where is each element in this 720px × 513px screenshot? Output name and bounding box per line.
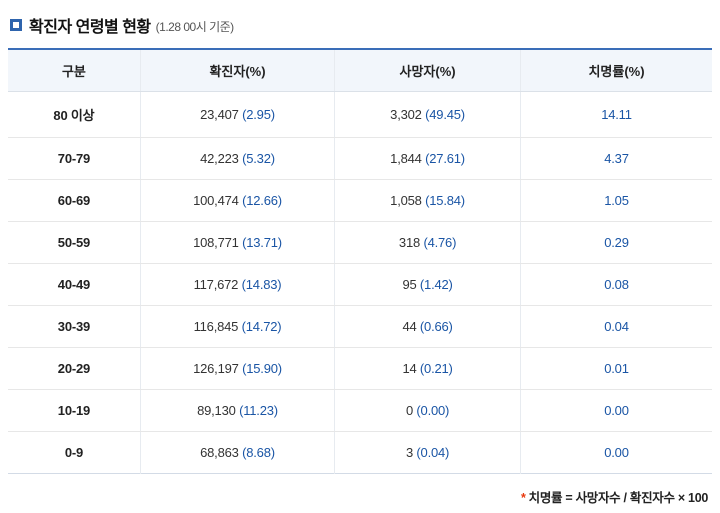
confirmed-count: 89,130 bbox=[197, 403, 236, 418]
deaths-cell: 95 (1.42) bbox=[334, 263, 521, 306]
deaths-cell: 1,844 (27.61) bbox=[334, 137, 521, 180]
confirmed-count: 68,863 bbox=[200, 445, 239, 460]
deaths-cell: 3 (0.04) bbox=[334, 431, 521, 474]
confirmed-percent: (5.32) bbox=[242, 151, 275, 166]
table-row: 80 이상 23,407 (2.95) 3,302 (49.45) 14.11 bbox=[8, 91, 712, 138]
fatality-cell: 0.00 bbox=[519, 389, 712, 432]
age-group-cell: 70-79 bbox=[8, 137, 141, 180]
deaths-percent: (27.61) bbox=[425, 151, 465, 166]
table-header-row: 구분 확진자(%) 사망자(%) 치명률(%) bbox=[8, 49, 712, 92]
deaths-count: 3 bbox=[405, 445, 413, 460]
deaths-percent: (0.21) bbox=[419, 361, 453, 376]
confirmed-count: 42,223 bbox=[200, 151, 239, 166]
fatality-cell: 0.01 bbox=[519, 347, 712, 390]
asterisk-icon: * bbox=[521, 491, 526, 505]
deaths-count: 1,844 bbox=[390, 151, 422, 166]
confirmed-percent: (2.95) bbox=[242, 107, 275, 122]
fatality-cell: 0.00 bbox=[519, 431, 712, 474]
age-group-cell: 30-39 bbox=[8, 305, 141, 348]
age-group-cell: 10-19 bbox=[8, 389, 141, 432]
deaths-percent: (49.45) bbox=[425, 107, 465, 122]
confirmed-percent: (8.68) bbox=[242, 445, 275, 460]
deaths-count: 44 bbox=[402, 319, 417, 334]
title-date-note: (1.28 00시 기준) bbox=[155, 19, 234, 34]
fatality-cell: 0.08 bbox=[519, 263, 712, 306]
fatality-cell: 14.11 bbox=[519, 91, 712, 138]
deaths-cell: 14 (0.21) bbox=[334, 347, 521, 390]
confirmed-count: 23,407 bbox=[200, 107, 239, 122]
deaths-percent: (1.42) bbox=[419, 277, 453, 292]
fatality-cell: 0.04 bbox=[519, 305, 712, 348]
deaths-percent: (0.66) bbox=[419, 319, 453, 334]
confirmed-cell: 108,771 (13.71) bbox=[139, 221, 335, 264]
deaths-percent: (15.84) bbox=[425, 193, 465, 208]
confirmed-percent: (11.23) bbox=[239, 403, 278, 418]
table-row: 40-49 117,672 (14.83) 95 (1.42) 0.08 bbox=[8, 263, 712, 306]
deaths-cell: 0 (0.00) bbox=[334, 389, 521, 432]
table-row: 30-39 116,845 (14.72) 44 (0.66) 0.04 bbox=[8, 305, 712, 348]
deaths-cell: 318 (4.76) bbox=[334, 221, 521, 264]
confirmed-cell: 23,407 (2.95) bbox=[139, 91, 335, 138]
confirmed-cell: 68,863 (8.68) bbox=[139, 431, 335, 474]
confirmed-percent: (15.90) bbox=[242, 361, 282, 376]
age-group-cell: 80 이상 bbox=[8, 91, 141, 138]
age-group-cell: 60-69 bbox=[8, 179, 141, 222]
age-group-cell: 50-59 bbox=[8, 221, 141, 264]
deaths-count: 14 bbox=[402, 361, 417, 376]
deaths-cell: 1,058 (15.84) bbox=[334, 179, 521, 222]
age-group-cell: 40-49 bbox=[8, 263, 141, 306]
table-row: 20-29 126,197 (15.90) 14 (0.21) 0.01 bbox=[8, 347, 712, 390]
header-fatality: 치명률(%) bbox=[519, 49, 712, 92]
confirmed-cell: 117,672 (14.83) bbox=[139, 263, 335, 306]
deaths-percent: (0.04) bbox=[416, 445, 450, 460]
square-bullet-icon bbox=[10, 19, 22, 31]
confirmed-count: 108,771 bbox=[193, 235, 239, 250]
table-row: 60-69 100,474 (12.66) 1,058 (15.84) 1.05 bbox=[8, 179, 712, 222]
age-group-cell: 0-9 bbox=[8, 431, 141, 474]
table-row: 10-19 89,130 (11.23) 0 (0.00) 0.00 bbox=[8, 389, 712, 432]
table-row: 0-9 68,863 (8.68) 3 (0.04) 0.00 bbox=[8, 431, 712, 474]
title-bar: 확진자 연령별 현황 (1.28 00시 기준) bbox=[8, 8, 712, 48]
age-group-cell: 20-29 bbox=[8, 347, 141, 390]
confirmed-count: 117,672 bbox=[193, 277, 239, 292]
confirmed-cell: 100,474 (12.66) bbox=[139, 179, 335, 222]
deaths-count: 1,058 bbox=[390, 193, 422, 208]
deaths-cell: 44 (0.66) bbox=[334, 305, 521, 348]
confirmed-percent: (12.66) bbox=[242, 193, 282, 208]
footnote-text: 치명률 = 사망자수 / 확진자수 × 100 bbox=[528, 491, 709, 505]
confirmed-count: 126,197 bbox=[193, 361, 239, 376]
confirmed-count: 100,474 bbox=[193, 193, 239, 208]
confirmed-percent: (13.71) bbox=[242, 235, 282, 250]
deaths-count: 0 bbox=[405, 403, 413, 418]
fatality-cell: 1.05 bbox=[519, 179, 712, 222]
deaths-count: 3,302 bbox=[390, 107, 422, 122]
deaths-count: 95 bbox=[402, 277, 417, 292]
header-group: 구분 bbox=[8, 49, 141, 92]
confirmed-cell: 42,223 (5.32) bbox=[139, 137, 335, 180]
confirmed-percent: (14.72) bbox=[241, 319, 282, 334]
age-statistics-table: 구분 확진자(%) 사망자(%) 치명률(%) 80 이상 23,407 (2.… bbox=[8, 48, 712, 474]
fatality-cell: 0.29 bbox=[519, 221, 712, 264]
deaths-percent: (4.76) bbox=[423, 235, 457, 250]
header-deaths: 사망자(%) bbox=[334, 49, 521, 92]
confirmed-count: 116,845 bbox=[193, 319, 239, 334]
confirmed-percent: (14.83) bbox=[241, 277, 282, 292]
confirmed-cell: 126,197 (15.90) bbox=[139, 347, 335, 390]
table-row: 50-59 108,771 (13.71) 318 (4.76) 0.29 bbox=[8, 221, 712, 264]
deaths-cell: 3,302 (49.45) bbox=[334, 91, 521, 138]
footnote: * 치명률 = 사망자수 / 확진자수 × 100 bbox=[8, 474, 712, 506]
confirmed-cell: 89,130 (11.23) bbox=[139, 389, 335, 432]
confirmed-cell: 116,845 (14.72) bbox=[139, 305, 335, 348]
header-confirmed: 확진자(%) bbox=[139, 49, 335, 92]
deaths-percent: (0.00) bbox=[416, 403, 450, 418]
page-title: 확진자 연령별 현황 bbox=[29, 19, 151, 36]
table-row: 70-79 42,223 (5.32) 1,844 (27.61) 4.37 bbox=[8, 137, 712, 180]
fatality-cell: 4.37 bbox=[519, 137, 712, 180]
deaths-count: 318 bbox=[398, 235, 421, 250]
